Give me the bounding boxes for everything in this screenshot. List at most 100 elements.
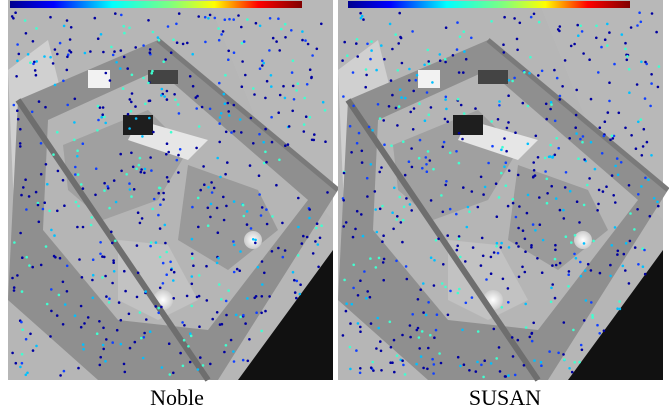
feature-point (148, 100, 151, 103)
feature-point (103, 189, 106, 192)
feature-point (294, 291, 297, 294)
feature-point (54, 256, 57, 259)
feature-point (195, 147, 198, 150)
feature-point (402, 140, 405, 143)
feature-point (603, 329, 606, 332)
feature-point (130, 152, 133, 155)
feature-point (111, 341, 114, 344)
feature-point (629, 240, 632, 243)
feature-point (498, 104, 501, 107)
feature-point (406, 278, 409, 281)
feature-point (123, 56, 126, 59)
feature-point (579, 138, 582, 141)
feature-point (616, 253, 619, 256)
feature-point (496, 215, 499, 218)
feature-point (265, 161, 268, 164)
feature-point (401, 334, 404, 337)
feature-point (62, 179, 65, 182)
feature-point (374, 190, 377, 193)
feature-point (227, 102, 230, 105)
feature-point (101, 276, 104, 279)
feature-point (346, 54, 349, 57)
feature-point (461, 138, 464, 141)
feature-point (246, 210, 249, 213)
feature-point (418, 102, 421, 105)
feature-point (246, 223, 249, 226)
feature-point (225, 205, 228, 208)
feature-point (316, 48, 319, 51)
feature-point (558, 30, 561, 33)
feature-point (638, 11, 641, 14)
feature-point (264, 151, 267, 154)
feature-point (172, 279, 175, 282)
feature-point (142, 44, 145, 47)
feature-point (144, 290, 147, 293)
feature-point (288, 125, 291, 128)
feature-point (582, 135, 585, 138)
feature-point (429, 159, 432, 162)
feature-point (153, 198, 156, 201)
feature-point (614, 201, 617, 204)
feature-point (490, 362, 493, 365)
feature-point (598, 189, 601, 192)
feature-point (157, 307, 160, 310)
feature-point (128, 313, 131, 316)
feature-point (516, 38, 519, 41)
feature-point (43, 201, 46, 204)
feature-point (162, 192, 165, 195)
feature-point (398, 196, 401, 199)
feature-point (136, 244, 139, 247)
feature-point (272, 37, 275, 40)
feature-point (644, 61, 647, 64)
feature-point (46, 183, 49, 186)
feature-point (362, 18, 365, 21)
feature-point (15, 362, 18, 365)
feature-point (550, 185, 553, 188)
feature-point (564, 59, 567, 62)
feature-point (218, 122, 221, 125)
feature-point (189, 75, 192, 78)
feature-point (607, 111, 610, 114)
feature-point (393, 339, 396, 342)
feature-point (573, 361, 576, 364)
feature-point (427, 60, 430, 63)
feature-point (207, 17, 210, 20)
feature-point (293, 279, 296, 282)
feature-point (196, 95, 199, 98)
feature-point (533, 359, 536, 362)
feature-point (390, 79, 393, 82)
feature-point (309, 116, 312, 119)
feature-point (643, 128, 646, 131)
feature-point (530, 332, 533, 335)
feature-point (590, 141, 593, 144)
feature-point (527, 105, 530, 108)
feature-point (197, 15, 200, 18)
feature-point (98, 320, 101, 323)
feature-point (423, 64, 426, 67)
feature-point (389, 321, 392, 324)
feature-point (541, 271, 544, 274)
feature-point (192, 264, 195, 267)
feature-point (628, 184, 631, 187)
feature-point (356, 55, 359, 58)
feature-point (191, 283, 194, 286)
feature-point (84, 52, 87, 55)
feature-point (411, 30, 414, 33)
feature-point (25, 256, 28, 259)
feature-point (515, 242, 518, 245)
feature-point (633, 228, 636, 231)
feature-point (484, 186, 487, 189)
feature-point (265, 208, 268, 211)
feature-point (395, 218, 398, 221)
feature-point (175, 23, 178, 26)
feature-point (512, 198, 515, 201)
feature-point (582, 52, 585, 55)
feature-point (217, 231, 220, 234)
feature-point (579, 25, 582, 28)
feature-point (141, 135, 144, 138)
feature-point (535, 135, 538, 138)
feature-point (202, 364, 205, 367)
feature-point (628, 282, 631, 285)
feature-point (550, 101, 553, 104)
feature-point (446, 234, 449, 237)
